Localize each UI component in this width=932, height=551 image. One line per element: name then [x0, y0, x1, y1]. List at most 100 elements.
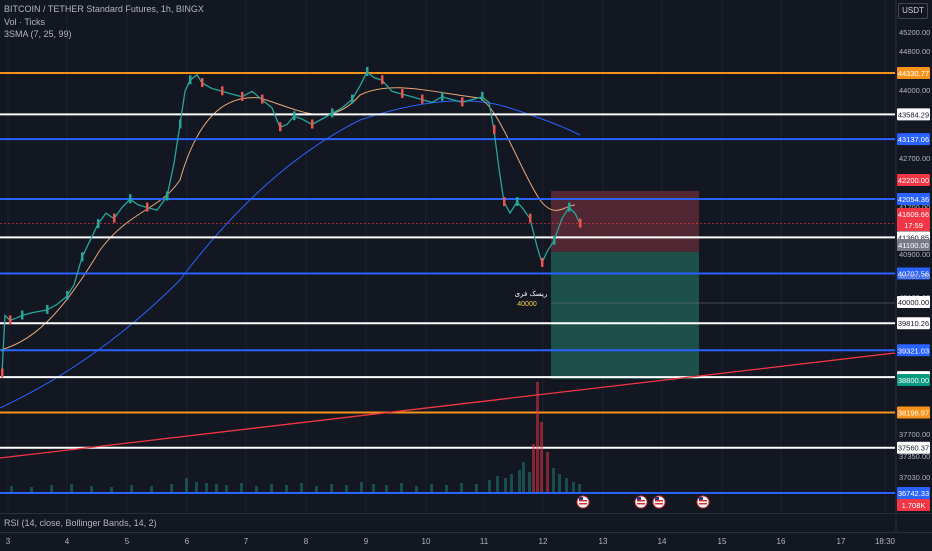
time-tick-label: 5	[125, 537, 130, 546]
volume-bar	[70, 484, 73, 492]
candle	[516, 197, 519, 207]
candle	[366, 66, 369, 76]
volume-bar	[552, 468, 555, 492]
candle	[66, 291, 69, 301]
time-tick-label: 4	[65, 537, 70, 546]
candle	[381, 75, 384, 85]
candle	[503, 197, 506, 207]
take-profit-zone	[551, 251, 699, 380]
candle	[261, 94, 264, 104]
volume-bar	[522, 462, 525, 492]
price-level-badge	[897, 108, 930, 121]
price-badge	[897, 239, 930, 251]
volume-bar	[170, 484, 173, 492]
candle	[279, 122, 282, 132]
candle	[529, 213, 532, 223]
volume-bar	[540, 422, 543, 492]
price-badge-label: 40000.00	[898, 298, 929, 307]
sma-legend[interactable]: 3SMA (7, 25, 99)	[4, 29, 72, 39]
time-tick-label: 9	[364, 537, 369, 546]
price-level-label: 42054.36	[898, 195, 929, 204]
price-level-label: 44330.77	[898, 69, 929, 78]
volume-bar	[195, 482, 198, 492]
flag-stripe	[655, 500, 663, 502]
candle	[46, 304, 49, 314]
price-level-badge	[897, 317, 930, 330]
candle	[579, 218, 582, 228]
price-tick-label: 40900.00	[899, 250, 930, 259]
volume-bar	[315, 486, 318, 492]
price-level-label: 36742.33	[898, 489, 929, 498]
symbol-legend[interactable]: BITCOIN / TETHER Standard Futures, 1h, B…	[4, 4, 204, 14]
price-level-badge	[897, 67, 930, 79]
time-tick-label: 18:30	[875, 537, 896, 546]
volume-bar	[130, 485, 133, 492]
price-level-label: 41360.85	[898, 233, 929, 242]
candle	[293, 111, 296, 121]
price-level-label: 39321.03	[898, 346, 929, 355]
volume-bar	[215, 484, 218, 492]
candle	[541, 257, 544, 267]
rsi-legend[interactable]: RSI (14, close, Bollinger Bands, 14, 2)	[4, 518, 157, 528]
flag-stripe	[699, 503, 707, 505]
rsi-pane[interactable]: RSI (14, close, Bollinger Bands, 14, 2)	[0, 513, 932, 533]
volume-bar	[430, 484, 433, 492]
annotation-text: ریسک فری	[515, 290, 548, 298]
candle	[97, 219, 100, 229]
price-tick-label: 37030.00	[899, 473, 930, 482]
volume-bar	[240, 483, 243, 492]
volume-legend[interactable]: Vol · Ticks	[4, 17, 46, 27]
price-level-badge	[897, 192, 930, 205]
time-tick-label: 15	[718, 537, 727, 546]
price-tick-label: 41700.00	[899, 203, 930, 212]
flag-stripe	[579, 503, 587, 505]
price-badge	[897, 374, 930, 386]
time-tick-label: 6	[185, 537, 190, 546]
candle	[201, 78, 204, 88]
candle	[568, 202, 571, 212]
flag-stripe	[579, 500, 587, 502]
time-tick-label: 7	[244, 537, 249, 546]
volume-bar	[572, 482, 575, 492]
candle	[553, 235, 556, 245]
volume-bar	[518, 470, 521, 492]
price-tick-label: 45200.00	[899, 28, 930, 37]
volume-bar	[30, 487, 33, 492]
price-badge-label: 41100.00	[898, 241, 929, 250]
time-axis[interactable]	[0, 532, 932, 551]
volume-bar	[50, 485, 53, 492]
time-tick-label: 17	[837, 537, 846, 546]
price-badge-label: 38800.00	[898, 376, 929, 385]
candle	[146, 202, 149, 212]
price-level-badge	[897, 344, 930, 357]
price-level-badge	[897, 441, 930, 454]
candle	[351, 94, 354, 104]
price-level-badge	[897, 267, 930, 280]
time-tick-label: 13	[599, 537, 608, 546]
price-badge	[897, 499, 930, 511]
volume-bar	[372, 484, 375, 492]
volume-bar	[536, 382, 539, 492]
flag-canton	[579, 497, 583, 500]
candle	[441, 91, 444, 101]
volume-bar	[300, 483, 303, 492]
volume-bar	[546, 452, 549, 492]
currency-selector[interactable]: USDT	[898, 3, 928, 19]
price-tick-label: 37350.00	[899, 452, 930, 461]
volume-bar	[532, 444, 535, 492]
volume-bar	[578, 484, 581, 492]
candle	[311, 119, 314, 129]
flag-stripe	[637, 503, 645, 505]
volume-bar	[225, 485, 228, 492]
flag-canton	[655, 497, 659, 500]
sma-fast-line	[0, 87, 576, 351]
volume-bar	[10, 486, 13, 492]
price-level-badge	[897, 133, 930, 146]
price-level-label: 40707.56	[898, 270, 929, 279]
volume-bar	[270, 484, 273, 492]
time-tick-label: 3	[6, 537, 11, 546]
volume-bar	[558, 474, 561, 492]
trendline	[0, 352, 896, 459]
volume-bar	[330, 484, 333, 492]
